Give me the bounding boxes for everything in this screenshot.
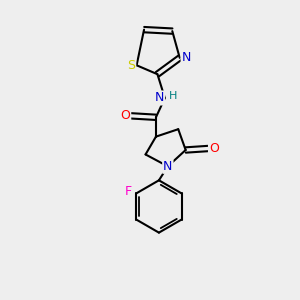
- Text: F: F: [124, 185, 131, 198]
- Text: H: H: [169, 91, 177, 100]
- Text: N: N: [163, 160, 172, 173]
- Text: O: O: [209, 142, 219, 155]
- Text: S: S: [127, 59, 135, 72]
- Text: N: N: [155, 92, 164, 104]
- Text: N: N: [182, 51, 191, 64]
- Text: O: O: [120, 109, 130, 122]
